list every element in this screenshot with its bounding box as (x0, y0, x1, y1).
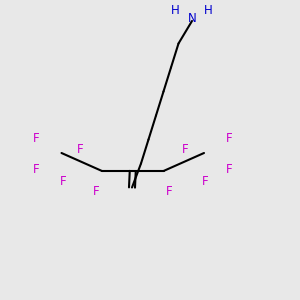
Text: F: F (182, 143, 188, 156)
Text: H: H (204, 4, 213, 17)
Text: F: F (166, 185, 172, 198)
Text: H: H (171, 4, 180, 17)
Text: F: F (33, 131, 39, 145)
Text: F: F (202, 175, 209, 188)
Text: F: F (226, 163, 233, 176)
Text: F: F (226, 131, 233, 145)
Text: F: F (77, 143, 84, 156)
Text: F: F (93, 185, 100, 198)
Text: N: N (188, 11, 196, 25)
Text: F: F (33, 163, 39, 176)
Text: F: F (60, 175, 66, 188)
